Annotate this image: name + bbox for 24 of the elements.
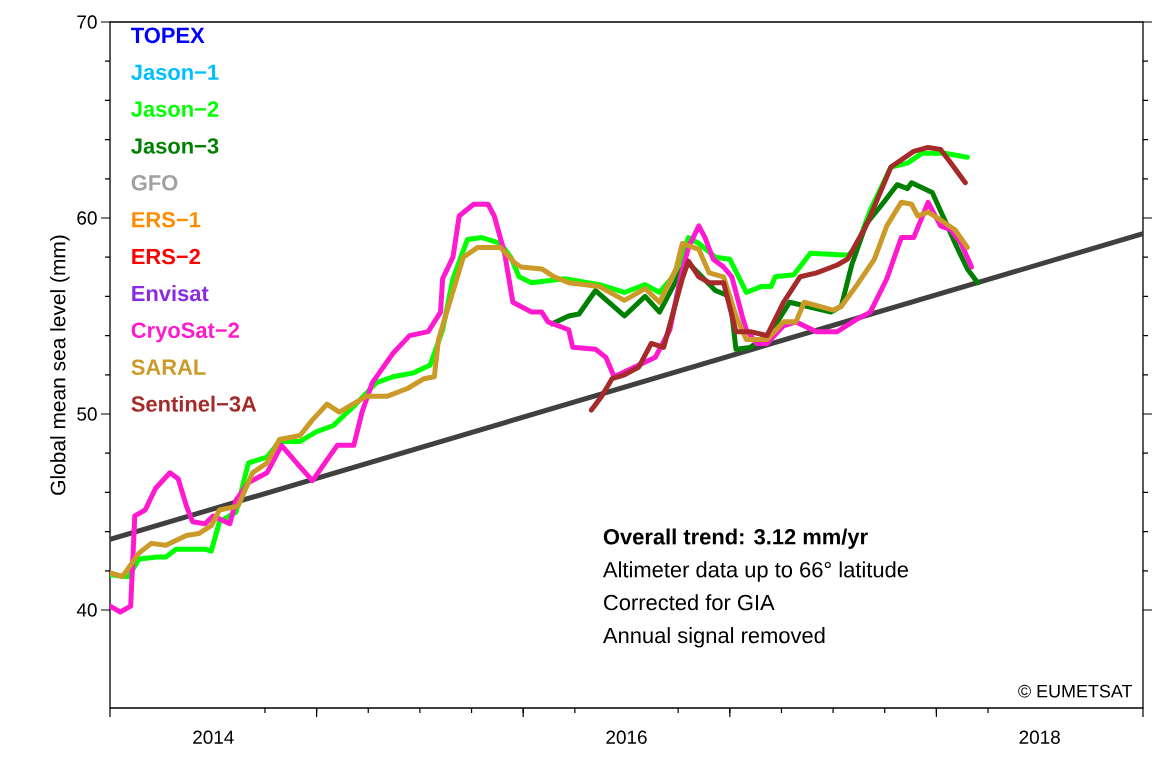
annotation: Overall trend: 3.12 mm/yr xyxy=(603,528,868,549)
text: Sentinel−3A xyxy=(131,395,257,412)
y-tick-label: 40 xyxy=(76,603,97,617)
y-axis-title: Global mean sea level (mm) xyxy=(50,235,70,495)
x-tick-label: 2014 xyxy=(193,730,234,744)
annotation: Altimeter data up to 66° latitude xyxy=(602,561,908,582)
annotation: Corrected for GIA xyxy=(604,594,775,611)
x-tick-label: 2018 xyxy=(1019,730,1060,744)
annotation: © EUMETSAT xyxy=(1018,684,1133,698)
y-tick-label: 60 xyxy=(77,211,97,225)
legend-label: ERS−1 xyxy=(132,211,201,228)
y-tick-label: 50 xyxy=(77,407,97,421)
text: CryoSat−2 xyxy=(131,322,239,343)
legend-label: GFO xyxy=(131,175,178,191)
text: Jason−3 xyxy=(131,138,219,154)
legend-label: Envisat xyxy=(132,285,209,302)
text: SARAL xyxy=(131,359,206,375)
x-tick-label: 2016 xyxy=(606,730,647,744)
legend-label: TOPEX xyxy=(131,27,205,44)
y-tick-label: 70 xyxy=(77,15,97,29)
text: Jason−2 xyxy=(131,101,219,117)
legend-label: Jason−1 xyxy=(131,64,219,81)
legend-label: ERS−2 xyxy=(132,248,200,265)
annotation: Annual signal removed xyxy=(602,627,825,648)
